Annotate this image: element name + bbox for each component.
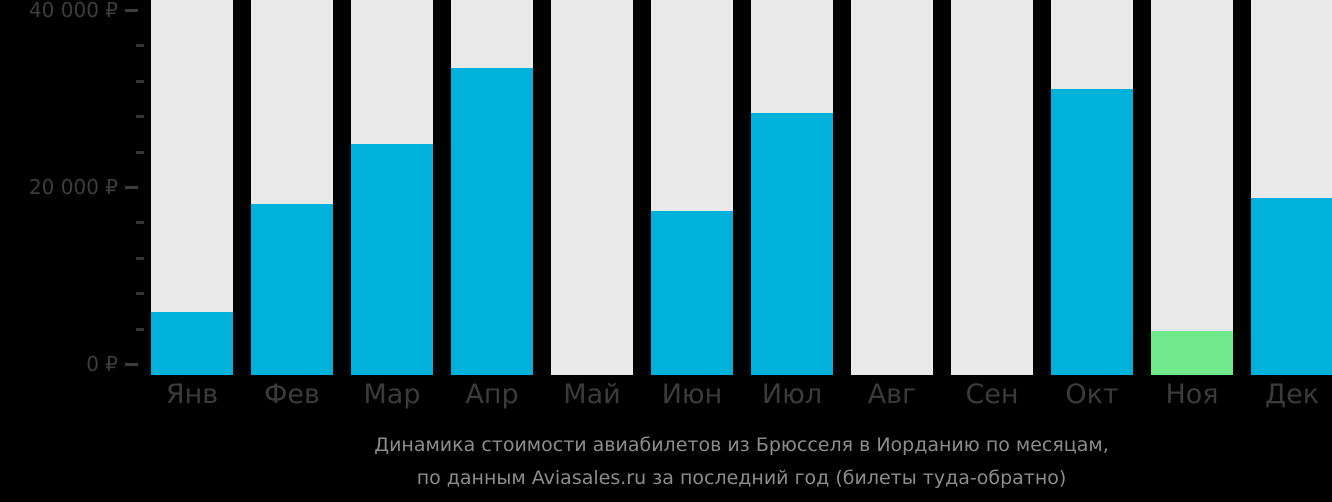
y-tick-minor-mark — [136, 44, 144, 48]
price-bar-Мар — [351, 144, 433, 375]
chart-caption: Динамика стоимости авиабилетов из Брюссе… — [151, 429, 1332, 495]
y-tick-minor-mark — [136, 256, 144, 260]
price-bar-Июн — [651, 211, 733, 375]
x-axis-label-Июл: Июл — [761, 379, 823, 410]
y-tick-label-0: 0 ₽ — [86, 352, 118, 376]
x-axis-label-Май: Май — [563, 379, 621, 410]
x-axis-label-Ноя: Ноя — [1165, 379, 1219, 410]
y-tick-major-mark — [125, 9, 138, 12]
x-axis-label-Окт: Окт — [1065, 379, 1119, 410]
column-bg-Авг — [851, 0, 933, 375]
column-bg-Дек — [1251, 0, 1332, 375]
chart-title-line-1: Динамика стоимости авиабилетов из Брюссе… — [374, 434, 1109, 456]
x-axis-label-Янв: Янв — [165, 379, 219, 410]
column-bg-Фев — [251, 0, 333, 375]
column-bg-Июл — [751, 0, 833, 375]
price-bar-Янв — [151, 312, 233, 375]
price-bar-Дек — [1251, 198, 1332, 375]
price-bar-Фев — [251, 204, 333, 375]
plot-area: 0 ₽ 20 000 ₽ 40 000 ₽ Янв Фев Мар Апр Май Июн Ию… — [28, 0, 1332, 410]
y-tick-minor-mark — [136, 292, 144, 296]
x-axis-label-Фев: Фев — [264, 379, 320, 410]
column-bg-Апр — [451, 0, 533, 375]
column-bg-Мар — [351, 0, 433, 375]
y-tick-major-mark — [125, 186, 138, 189]
x-axis-label-Июн: Июн — [661, 379, 723, 410]
chart-title-line-2: по данным Aviasales.ru за последний год … — [416, 467, 1067, 489]
price-bar-Апр — [451, 68, 533, 375]
price-bar-Окт — [1051, 89, 1133, 375]
y-tick-label-40000: 40 000 ₽ — [28, 0, 118, 22]
x-axis-label-Дек: Дек — [1264, 379, 1319, 410]
y-tick-label-20000: 20 000 ₽ — [28, 175, 118, 199]
x-axis-label-Апр: Апр — [465, 379, 519, 410]
y-tick-minor-mark — [136, 79, 144, 83]
y-tick-minor-mark — [136, 115, 144, 119]
y-tick-minor-mark — [136, 150, 144, 154]
price-bar-Июл — [751, 113, 833, 375]
column-bg-Сен — [951, 0, 1033, 375]
column-bg-Янв — [151, 0, 233, 375]
x-axis-label-Авг: Авг — [867, 379, 917, 410]
y-tick-major-mark — [125, 363, 138, 366]
x-axis-label-Мар: Мар — [363, 379, 421, 410]
column-bg-Май — [551, 0, 633, 375]
column-bg-Июн — [651, 0, 733, 375]
y-tick-minor-mark — [136, 327, 144, 331]
column-bg-Ноя — [1151, 0, 1233, 375]
y-tick-minor-mark — [136, 221, 144, 225]
column-bg-Окт — [1051, 0, 1133, 375]
x-axis-label-Сен: Сен — [965, 379, 1019, 410]
price-bar-Ноя — [1151, 331, 1233, 375]
